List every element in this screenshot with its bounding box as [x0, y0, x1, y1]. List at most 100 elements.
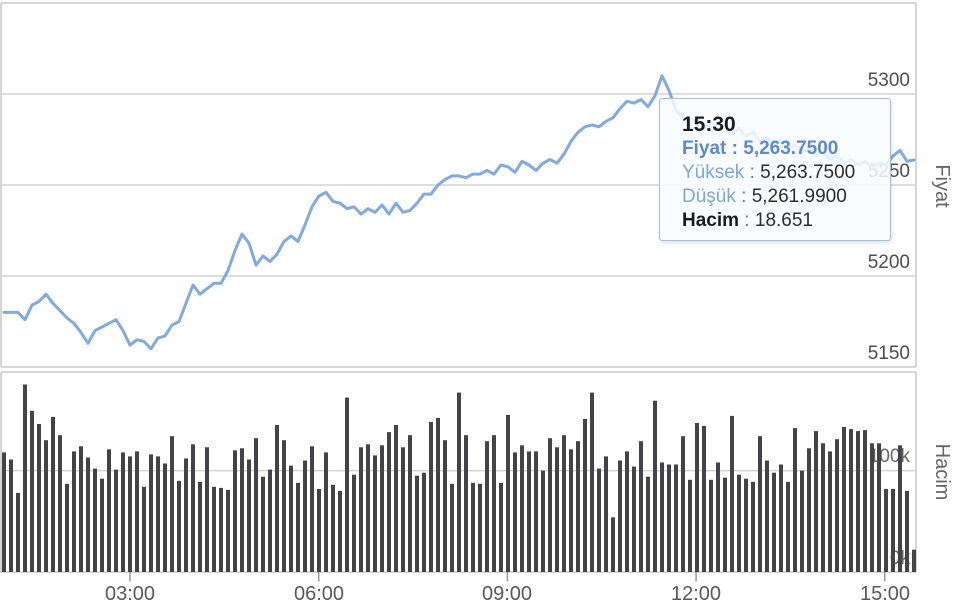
volume-bar[interactable]	[737, 474, 741, 572]
volume-bar[interactable]	[422, 472, 426, 572]
volume-bar[interactable]	[611, 517, 615, 572]
volume-bar[interactable]	[758, 436, 762, 572]
volume-bar[interactable]	[821, 443, 825, 572]
volume-bar[interactable]	[261, 476, 265, 572]
volume-bar[interactable]	[793, 428, 797, 572]
volume-bar[interactable]	[898, 445, 902, 572]
volume-bar[interactable]	[828, 451, 832, 572]
volume-bar[interactable]	[695, 423, 699, 572]
volume-bar[interactable]	[16, 492, 20, 572]
volume-bar[interactable]	[492, 435, 496, 572]
volume-bar[interactable]	[156, 456, 160, 572]
volume-bar[interactable]	[730, 415, 734, 572]
volume-bar[interactable]	[534, 451, 538, 572]
volume-bar[interactable]	[646, 476, 650, 572]
volume-bar[interactable]	[44, 440, 48, 572]
volume-bar[interactable]	[352, 474, 356, 572]
volume-bar[interactable]	[863, 430, 867, 572]
volume-bar[interactable]	[625, 451, 629, 572]
volume-bar[interactable]	[366, 444, 370, 572]
volume-bar[interactable]	[107, 449, 111, 572]
volume-bar[interactable]	[233, 450, 237, 572]
volume-bar[interactable]	[667, 464, 671, 573]
volume-bar[interactable]	[660, 462, 664, 573]
volume-bar[interactable]	[58, 435, 62, 572]
volume-bar[interactable]	[394, 425, 398, 572]
volume-bar[interactable]	[296, 482, 300, 572]
volume-bar[interactable]	[527, 451, 531, 572]
volume-bar[interactable]	[513, 452, 517, 572]
volume-bar[interactable]	[716, 462, 720, 573]
volume-bar[interactable]	[688, 479, 692, 572]
volume-bar[interactable]	[51, 416, 55, 572]
volume-bar[interactable]	[471, 482, 475, 572]
volume-bar[interactable]	[226, 489, 230, 572]
volume-bar[interactable]	[212, 486, 216, 572]
volume-bar[interactable]	[415, 475, 419, 572]
volume-bar[interactable]	[121, 452, 125, 572]
volume-bar[interactable]	[807, 448, 811, 572]
volume-bar[interactable]	[247, 459, 251, 573]
volume-bar[interactable]	[520, 445, 524, 572]
volume-bar[interactable]	[219, 487, 223, 572]
volume-bar[interactable]	[702, 426, 706, 572]
volume-bar[interactable]	[443, 440, 447, 572]
volume-bar[interactable]	[163, 463, 167, 573]
volume-bar[interactable]	[373, 455, 377, 572]
volume-bar[interactable]	[380, 445, 384, 572]
volume-bar[interactable]	[842, 427, 846, 572]
volume-bar[interactable]	[772, 472, 776, 572]
volume-bar[interactable]	[268, 469, 272, 572]
volume-bar[interactable]	[359, 447, 363, 572]
volume-bar[interactable]	[597, 468, 601, 572]
volume-bar[interactable]	[639, 441, 643, 572]
volume-bar[interactable]	[485, 441, 489, 572]
volume-bar[interactable]	[891, 488, 895, 572]
volume-bar[interactable]	[464, 435, 468, 572]
volume-bar[interactable]	[387, 432, 391, 572]
volume-bar[interactable]	[240, 448, 244, 572]
volume-bar[interactable]	[555, 447, 559, 572]
volume-bar[interactable]	[499, 482, 503, 572]
volume-bar[interactable]	[814, 431, 818, 572]
volume-bar[interactable]	[506, 414, 510, 572]
volume-bar[interactable]	[674, 464, 678, 573]
volume-bar[interactable]	[709, 479, 713, 572]
volume-bar[interactable]	[275, 425, 279, 572]
volume-bar[interactable]	[681, 436, 685, 572]
volume-bar[interactable]	[870, 443, 874, 572]
volume-bar[interactable]	[779, 464, 783, 573]
volume-bar[interactable]	[569, 449, 573, 572]
volume-bar[interactable]	[429, 422, 433, 572]
volume-bar[interactable]	[198, 481, 202, 572]
volume-bar[interactable]	[751, 481, 755, 572]
volume-bar[interactable]	[254, 438, 258, 572]
volume-bar[interactable]	[324, 452, 328, 572]
volume-bar[interactable]	[884, 488, 888, 572]
volume-bar[interactable]	[191, 444, 195, 572]
volume-bar[interactable]	[478, 483, 482, 572]
volume-bar[interactable]	[93, 468, 97, 572]
volume-bar[interactable]	[30, 410, 34, 572]
volume-bar[interactable]	[450, 483, 454, 572]
volume-bar[interactable]	[114, 469, 118, 572]
volume-bar[interactable]	[37, 424, 41, 572]
volume-bar[interactable]	[632, 466, 636, 572]
volume-bar[interactable]	[282, 440, 286, 572]
volume-bar[interactable]	[856, 431, 860, 572]
volume-bar[interactable]	[303, 460, 307, 573]
volume-bar[interactable]	[723, 477, 727, 572]
volume-bar[interactable]	[562, 435, 566, 572]
volume-bar[interactable]	[541, 470, 545, 572]
volume-bar[interactable]	[331, 484, 335, 572]
volume-bar[interactable]	[436, 417, 440, 572]
volume-bar[interactable]	[142, 486, 146, 572]
volume-bar[interactable]	[317, 488, 321, 572]
volume-bar[interactable]	[457, 392, 461, 572]
volume-bar[interactable]	[9, 459, 13, 573]
volume-bar[interactable]	[408, 435, 412, 572]
volume-bar[interactable]	[310, 446, 314, 572]
volume-bar[interactable]	[149, 454, 153, 572]
volume-bar[interactable]	[849, 429, 853, 572]
